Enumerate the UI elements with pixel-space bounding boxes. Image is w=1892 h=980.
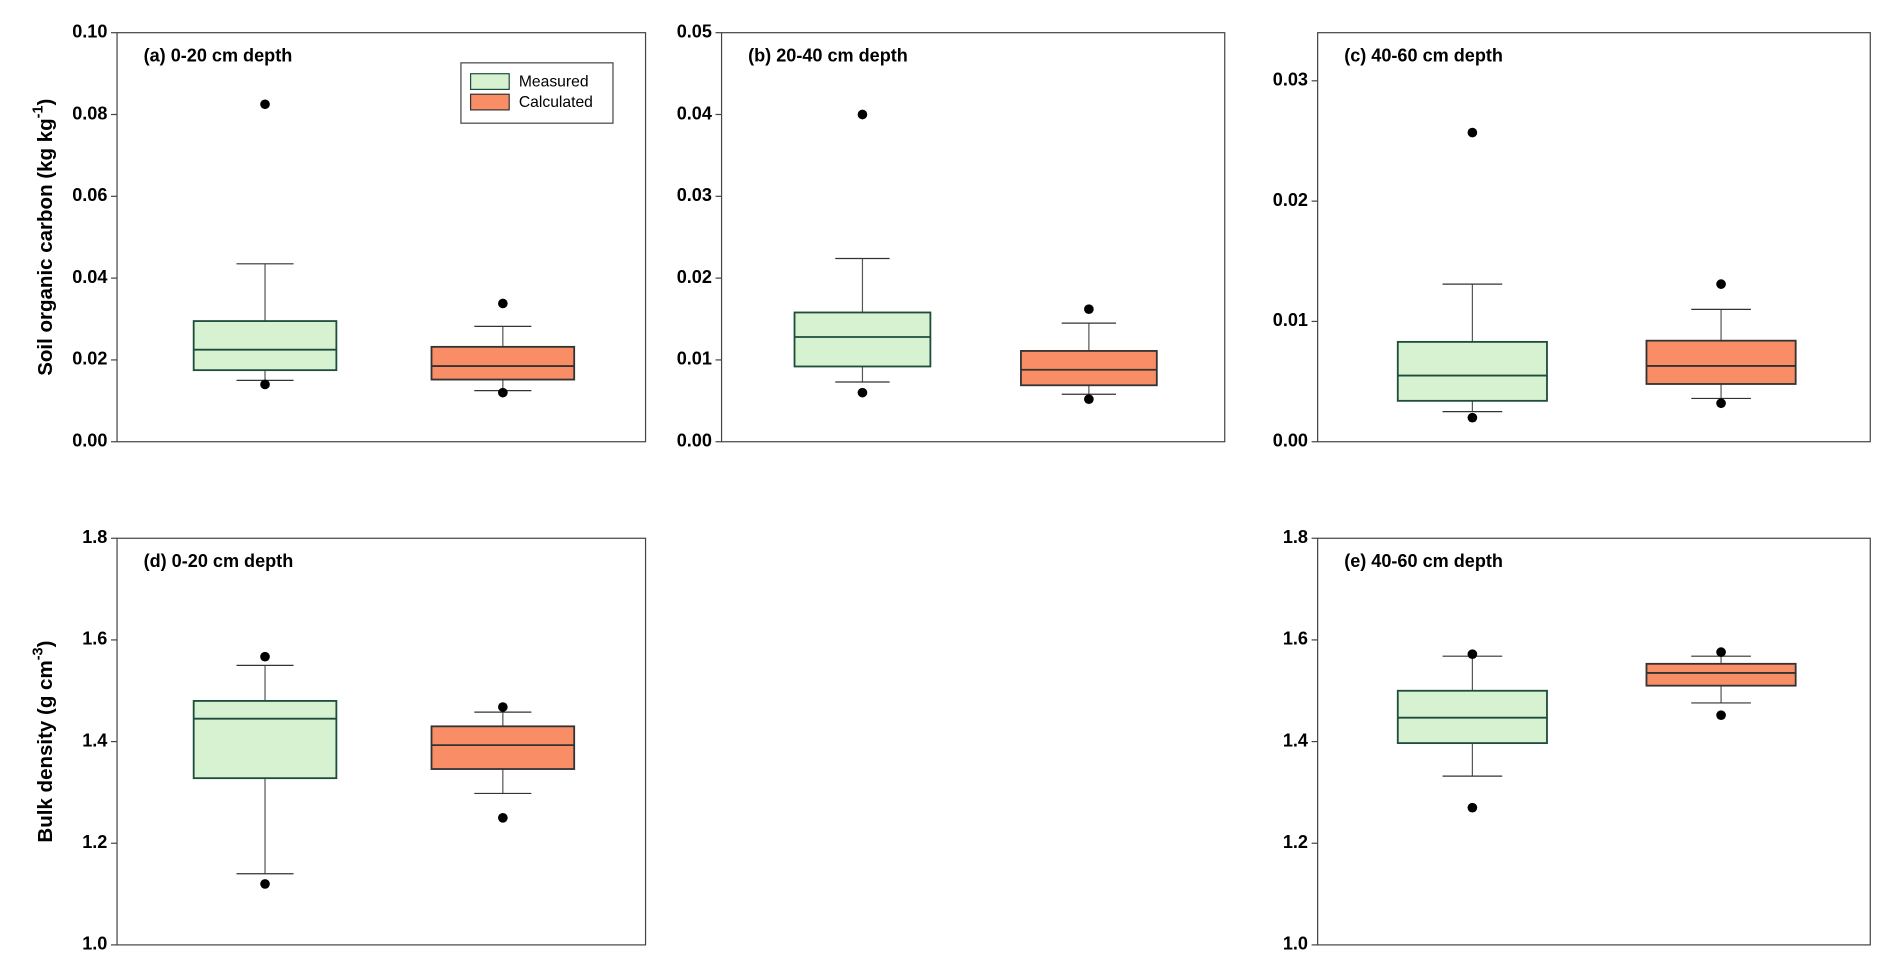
y-tick-label: 1.2 — [82, 832, 107, 852]
y-tick-label: 0.06 — [72, 185, 107, 205]
outlier — [498, 702, 508, 712]
y-tick-label: 0.00 — [1273, 431, 1308, 451]
outlier — [260, 379, 270, 390]
outlier — [1084, 304, 1094, 315]
y-tick-label: 1.8 — [82, 527, 107, 547]
y-axis-label-text: Bulk density (g cm — [34, 660, 57, 842]
chart-panel: 1.0 1.2 1.4 1.6 1.8 (d) 0-20 cm depth Bulk den… — [30, 527, 647, 954]
box — [793, 311, 932, 368]
outlier — [498, 813, 508, 823]
y-tick-label: 0.04 — [677, 103, 712, 123]
y-axis-label: Soil organic carbon (kg kg-1) — [30, 99, 57, 376]
y-tick-label: 0.00 — [677, 431, 712, 451]
y-tick-label: 0.02 — [72, 349, 107, 369]
y-tick-label: 1.6 — [1283, 629, 1308, 649]
y-tick-label: 1.4 — [1283, 730, 1308, 750]
y-tick-label: 0.10 — [72, 21, 107, 41]
y-tick-label: 1.2 — [1283, 832, 1308, 852]
legend-swatch — [469, 93, 510, 111]
legend-label: Measured — [519, 73, 589, 90]
chart-panel: 1.0 1.2 1.4 1.6 1.8 (e) 40-60 cm depth — [1283, 527, 1871, 954]
y-axis-label-tail: ) — [34, 99, 57, 106]
y-tick-label: 0.03 — [1273, 70, 1308, 90]
box — [192, 700, 338, 780]
panel-title: (a) 0-20 cm depth — [144, 46, 293, 66]
outlier — [1467, 412, 1478, 423]
outlier — [1716, 647, 1726, 657]
outlier — [1467, 649, 1478, 659]
outlier — [1716, 398, 1726, 409]
y-tick-label: 0.01 — [1273, 310, 1308, 330]
legend-frame — [460, 62, 614, 124]
y-tick-label: 0.01 — [677, 349, 712, 369]
y-tick-label: 0.02 — [677, 267, 712, 287]
outlier — [1716, 279, 1726, 289]
panel-title: (b) 20-40 cm depth — [748, 46, 908, 66]
outlier — [1467, 802, 1478, 813]
y-tick-label: 1.0 — [82, 934, 107, 954]
outlier — [498, 387, 508, 398]
box — [192, 320, 338, 372]
panel-title: (d) 0-20 cm depth — [144, 551, 294, 571]
panel-title: (e) 40-60 cm depth — [1344, 551, 1503, 571]
plot-frame — [116, 32, 647, 443]
y-tick-label: 1.6 — [82, 629, 107, 649]
y-axis-label-sup: -1 — [30, 105, 46, 118]
plot-frame — [720, 32, 1226, 443]
outlier — [260, 879, 270, 889]
box — [1020, 350, 1158, 387]
outlier — [498, 298, 508, 309]
y-tick-label: 0.03 — [677, 185, 712, 205]
y-axis-label-sup: -3 — [30, 647, 46, 660]
y-tick-label: 0.05 — [677, 21, 712, 41]
outlier — [260, 651, 270, 662]
chart-panel: 0.00 0.01 0.02 0.03 (c) 40-60 cm depth — [1273, 32, 1871, 451]
panel-title: (c) 40-60 cm depth — [1344, 46, 1503, 66]
plot-frame — [1317, 32, 1871, 443]
box — [1645, 662, 1797, 687]
y-tick-label: 0.08 — [72, 103, 107, 123]
outlier — [1467, 127, 1478, 138]
y-tick-label: 0.02 — [1273, 190, 1308, 210]
y-axis-label-tail: ) — [34, 641, 57, 648]
outlier — [260, 99, 270, 110]
box — [1645, 339, 1797, 385]
legend: Measured Calculated — [460, 62, 614, 124]
legend-label: Calculated — [519, 94, 593, 111]
y-axis-label: Bulk density (g cm-3) — [30, 641, 57, 843]
chart-panel: 0.00 0.01 0.02 0.03 0.04 0.05 (b) 20-40 cm dep… — [677, 21, 1226, 451]
y-tick-label: 0.00 — [72, 431, 107, 451]
outlier — [1716, 710, 1726, 720]
box — [1396, 340, 1548, 402]
box — [430, 345, 576, 381]
legend-swatch — [469, 73, 510, 91]
y-tick-label: 1.8 — [1283, 527, 1308, 547]
y-tick-label: 1.4 — [82, 730, 107, 750]
y-tick-label: 0.04 — [72, 267, 107, 287]
y-axis-label-text: Soil organic carbon (kg kg — [34, 118, 57, 375]
outlier — [857, 109, 868, 120]
chart-panel: 0.00 0.02 0.04 0.06 0.08 0.10 (a) 0-20 cm dept… — [30, 21, 647, 451]
outlier — [857, 387, 868, 398]
box — [430, 725, 576, 770]
outlier — [1084, 394, 1094, 405]
y-tick-label: 1.0 — [1283, 934, 1308, 954]
